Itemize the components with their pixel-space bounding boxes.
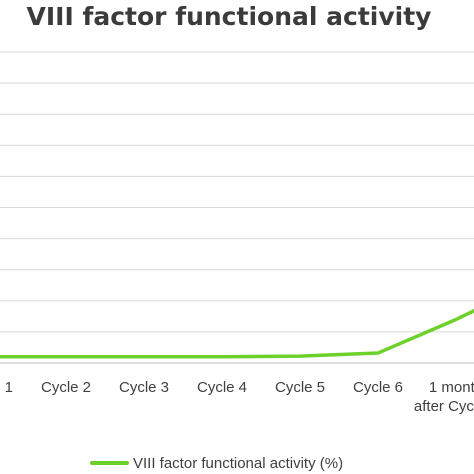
x-tick-label: Cycle 2 xyxy=(41,379,91,396)
legend-label: VIII factor functional activity (%) xyxy=(133,455,343,472)
x-tick-label: Cycle 5 xyxy=(275,379,325,396)
series-group xyxy=(0,308,474,359)
x-tick-label: Cycle 1 xyxy=(0,379,13,396)
x-tick-labels: Cycle 1 Cycle 2 Cycle 3 Cycle 4 Cycle 5 Cycle… xyxy=(0,379,474,415)
x-tick-label: Cycle 6 xyxy=(353,379,403,396)
chart-title: VIII factor functional activity xyxy=(27,2,432,31)
grid-lines xyxy=(0,51,474,364)
x-tick-label: 1 monthafter Cycle 6 xyxy=(414,379,474,415)
x-tick-label: Cycle 4 xyxy=(197,379,247,396)
x-tick-label: Cycle 3 xyxy=(119,379,169,396)
series-line xyxy=(0,308,474,359)
legend: VIII factor functional activity (%) xyxy=(90,455,343,472)
